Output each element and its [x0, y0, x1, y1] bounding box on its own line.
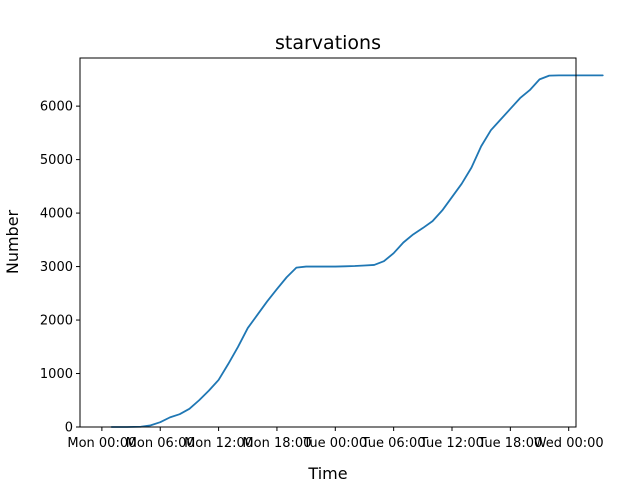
x-tick-label: Mon 12:00 — [184, 436, 253, 451]
chart-title: starvations — [275, 32, 381, 54]
y-tick-label: 2000 — [40, 314, 73, 329]
y-tick-label: 6000 — [40, 100, 73, 115]
y-tick-label: 4000 — [40, 207, 73, 222]
x-tick-label: Tue 00:00 — [302, 436, 367, 451]
x-tick-label: Tue 12:00 — [419, 436, 484, 451]
y-tick-label: 5000 — [40, 153, 73, 168]
plot-frame — [79, 57, 577, 428]
y-axis-label: Number — [3, 209, 22, 274]
x-axis-label: Time — [307, 464, 347, 480]
x-tick-label: Tue 06:00 — [361, 436, 426, 451]
series-line-0 — [110, 74, 604, 428]
plot-area — [110, 74, 604, 428]
y-axis-ticks: 0 1000 2000 3000 4000 5000 6000 — [40, 100, 80, 436]
y-tick-label: 0 — [65, 421, 73, 436]
y-tick-label: 1000 — [40, 367, 73, 382]
x-tick-label: Mon 06:00 — [126, 436, 195, 451]
x-tick-label: Wed 00:00 — [534, 436, 604, 451]
x-tick-label: Mon 18:00 — [242, 436, 311, 451]
x-tick-label: Mon 00:00 — [67, 436, 136, 451]
y-tick-label: 3000 — [40, 260, 73, 275]
x-tick-label: Tue 18:00 — [477, 436, 542, 451]
